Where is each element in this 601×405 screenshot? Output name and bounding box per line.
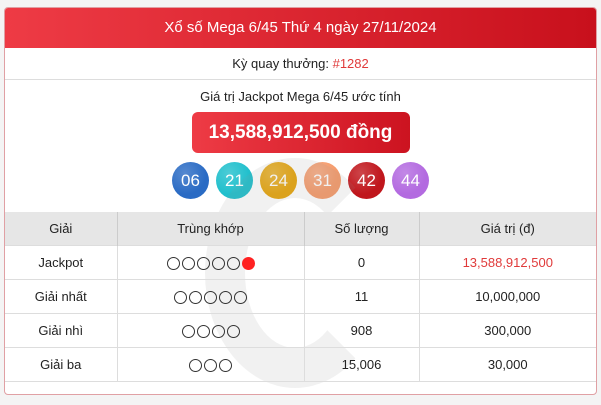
prize-name: Jackpot [5,244,118,279]
match-circle-icon [226,256,240,270]
winner-count: 908 [304,312,420,347]
prize-name: Giải ba [5,346,118,382]
col-count: Số lượng [304,212,420,245]
match-circle-icon [196,324,210,338]
match-circle-icon [204,290,217,304]
match-circle-icon [166,256,180,270]
prize-name: Giải nhì [5,312,118,347]
prize-name: Giải nhất [5,278,118,313]
number-ball: 44 [392,162,429,199]
match-circle-icon [219,290,232,304]
prize-table: Giải Trùng khớp Số lượng Giá trị (đ) Jac… [5,212,596,382]
match-circle-icon [174,290,187,304]
number-ball: 06 [172,162,209,199]
match-circle-icon [226,324,240,338]
jackpot-label: Giá trị Jackpot Mega 6/45 ước tính [200,89,401,104]
prize-value: 13,588,912,500 [419,244,596,279]
col-match: Trùng khớp [117,212,305,245]
match-circle-icon [196,256,210,270]
match-icons [117,278,305,313]
winner-count: 11 [304,278,420,313]
draw-label: Kỳ quay thưởng: [232,56,329,71]
match-icons [117,346,305,382]
match-circle-icon [204,358,217,372]
match-circle-icon [181,256,195,270]
match-circle-icon [181,324,195,338]
match-circle-icon [189,290,202,304]
table-row: Giải ba 15,006 30,000 [5,346,596,382]
match-circle-icon [219,358,232,372]
winner-count: 0 [304,244,420,279]
match-circle-icon [211,256,225,270]
special-ball-icon [241,256,255,270]
card-title: Xổ số Mega 6/45 Thứ 4 ngày 27/11/2024 [5,8,596,48]
match-circle-icon [211,324,225,338]
winner-count: 15,006 [304,346,420,382]
match-icons [117,244,305,279]
table-row: Jackpot 0 13,588,912,500 [5,244,596,279]
results-card: Xổ số Mega 6/45 Thứ 4 ngày 27/11/2024 Kỳ… [4,7,597,395]
table-row: Giải nhì 908 300,000 [5,312,596,347]
col-value: Giá trị (đ) [419,212,596,245]
draw-number[interactable]: #1282 [332,56,369,71]
match-icons [117,312,305,347]
match-circle-icon [189,358,202,372]
jackpot-value: 13,588,912,500 đồng [191,112,410,153]
draw-number-row: Kỳ quay thưởng: #1282 [5,48,596,80]
table-row: Giải nhất 11 10,000,000 [5,278,596,313]
match-circle-icon [234,290,247,304]
prize-value: 30,000 [419,346,596,382]
prize-value: 10,000,000 [419,278,596,313]
prize-value: 300,000 [419,312,596,347]
col-prize: Giải [5,212,118,245]
